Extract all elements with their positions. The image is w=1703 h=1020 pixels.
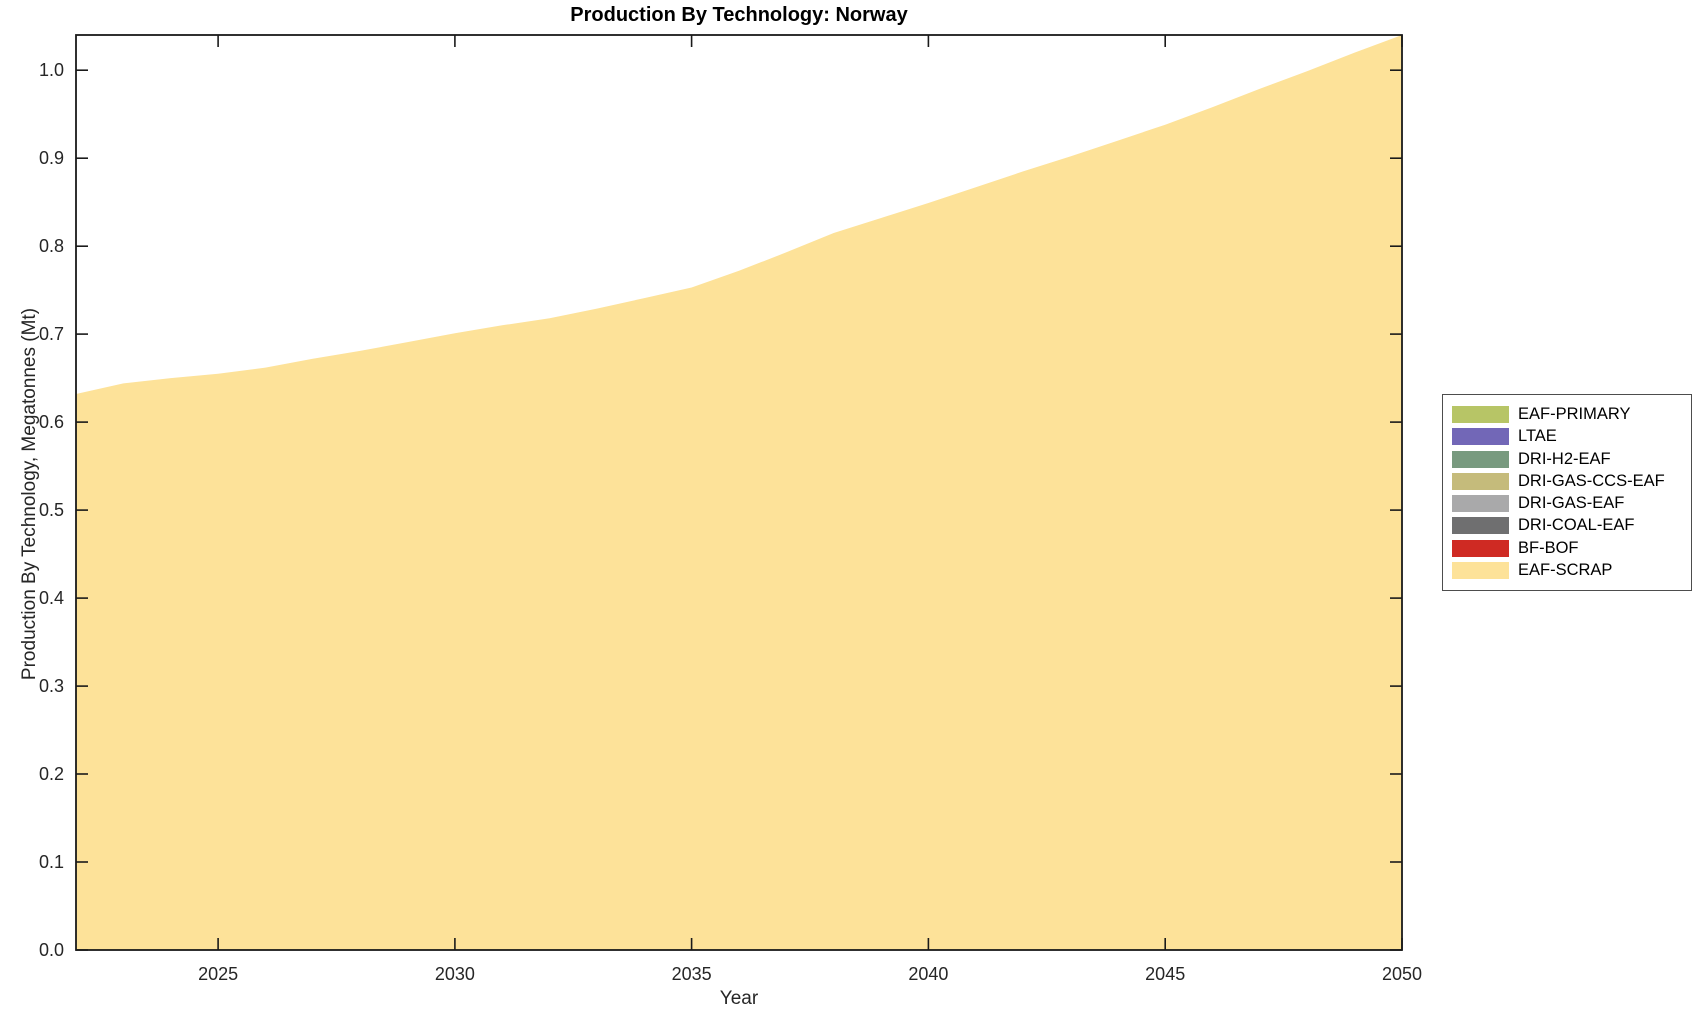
y-tick-label: 0.7 <box>39 324 64 344</box>
area-series-EAF-SCRAP <box>76 35 1402 950</box>
legend-label: DRI-COAL-EAF <box>1518 516 1635 535</box>
x-tick-label: 2035 <box>672 964 712 984</box>
legend-color-swatch <box>1452 406 1509 423</box>
chart-title: Production By Technology: Norway <box>570 4 908 26</box>
y-tick-label: 0.3 <box>39 676 64 696</box>
legend-color-swatch <box>1452 450 1509 468</box>
x-tick-label: 2040 <box>908 964 948 984</box>
legend-label: BF-BOF <box>1518 538 1579 557</box>
y-tick-label: 1.0 <box>39 60 64 80</box>
x-tick-label: 2045 <box>1145 964 1185 984</box>
x-tick-label: 2030 <box>435 964 475 984</box>
legend-color-swatch <box>1452 495 1509 513</box>
legend-item: DRI-GAS-CCS-EAF <box>1452 471 1681 492</box>
legend-item: DRI-H2-EAF <box>1452 449 1681 470</box>
legend-item: EAF-SCRAP <box>1452 560 1681 581</box>
legend-label: EAF-PRIMARY <box>1518 405 1631 423</box>
x-axis-label: Year <box>719 988 759 1009</box>
y-tick-label: 0.9 <box>39 148 64 168</box>
y-tick-label: 0.5 <box>39 500 64 520</box>
legend-item: BF-BOF <box>1452 538 1681 559</box>
y-tick-label: 0.6 <box>39 412 64 432</box>
legend: EAF-PRIMARY LTAE DRI-H2-EAF DRI-GAS-CCS-EAF… <box>1442 394 1692 591</box>
legend-color-swatch <box>1452 472 1509 490</box>
legend-item: DRI-COAL-EAF <box>1452 515 1681 536</box>
legend-item: EAF-PRIMARY <box>1452 404 1681 425</box>
x-tick-label: 2025 <box>198 964 238 984</box>
y-tick-label: 0.4 <box>39 588 64 608</box>
x-tick-label: 2050 <box>1382 964 1422 984</box>
y-tick-label: 0.8 <box>39 236 64 256</box>
legend-label: DRI-GAS-CCS-EAF <box>1518 471 1665 490</box>
legend-color-swatch <box>1452 561 1509 579</box>
legend-color-swatch <box>1452 539 1509 557</box>
legend-item: DRI-GAS-EAF <box>1452 493 1681 514</box>
y-axis-label: Production By Technology, Megatonnes (Mt… <box>19 307 40 681</box>
axes-box <box>75 34 1403 951</box>
y-tick-label: 0.0 <box>39 940 64 960</box>
legend-item: LTAE <box>1452 426 1681 447</box>
legend-label: DRI-H2-EAF <box>1518 449 1611 468</box>
legend-label: DRI-GAS-EAF <box>1518 494 1625 513</box>
legend-color-swatch <box>1452 517 1509 535</box>
legend-color-swatch <box>1452 428 1509 446</box>
y-tick-label: 0.2 <box>39 764 64 784</box>
y-tick-label: 0.1 <box>39 852 64 872</box>
legend-label: EAF-SCRAP <box>1518 560 1613 579</box>
legend-label: LTAE <box>1518 427 1557 446</box>
